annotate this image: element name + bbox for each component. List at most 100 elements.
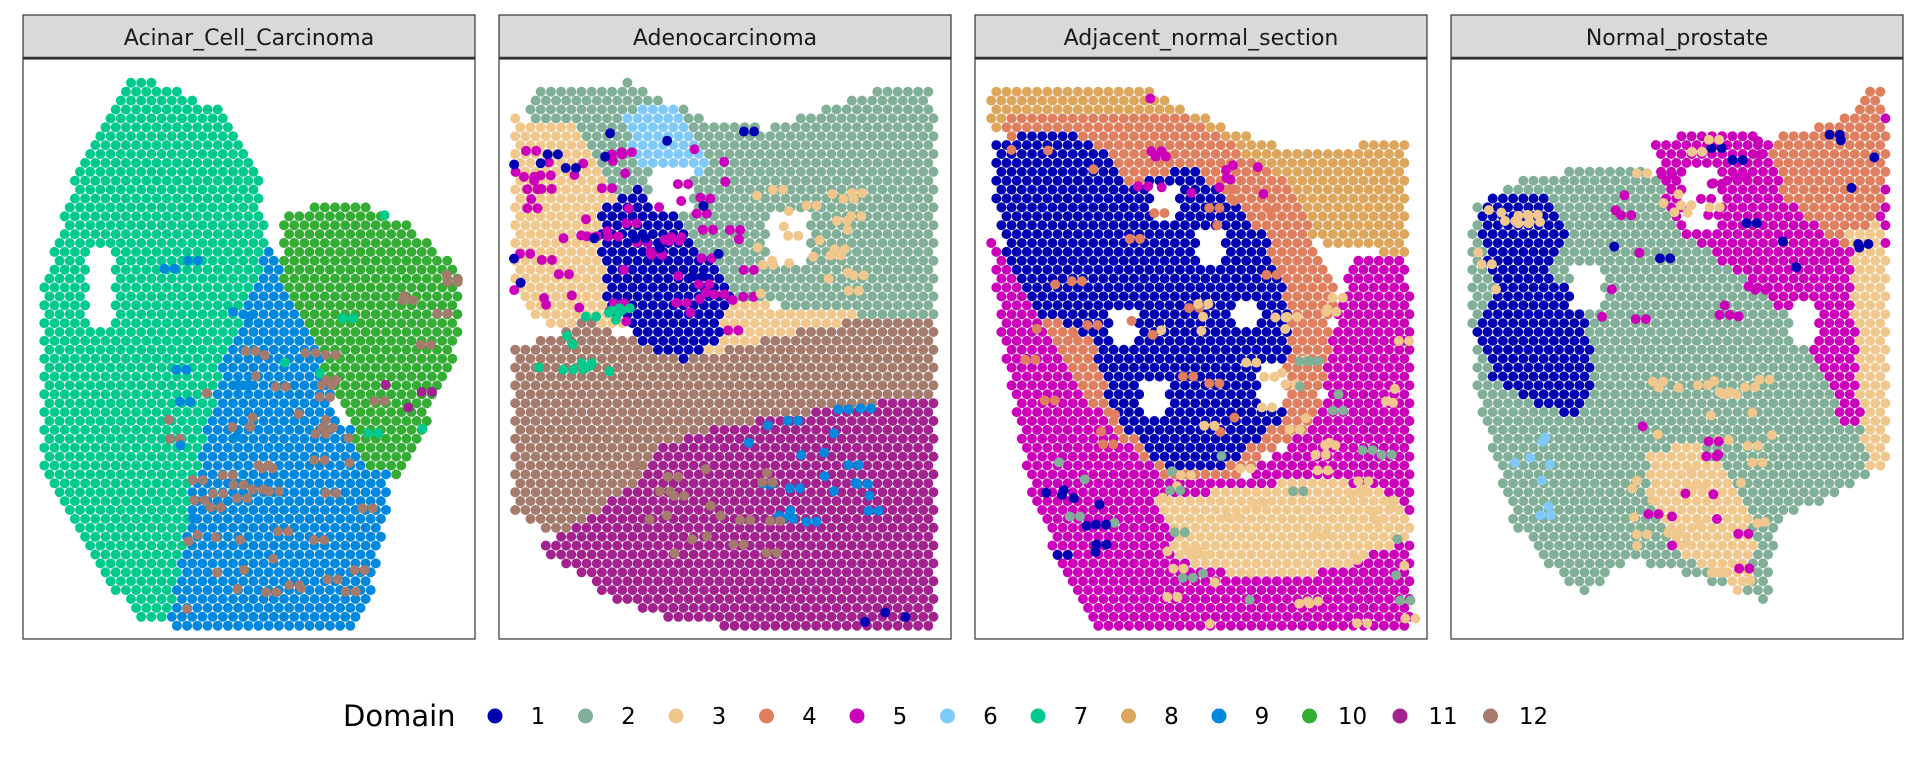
spot-domain-2 (897, 309, 908, 320)
spot-domain-7 (156, 255, 167, 266)
spot-domain-4 (1246, 175, 1257, 186)
spot-domain-9 (197, 505, 208, 515)
spot-domain-11 (913, 513, 924, 524)
spot-domain-7 (166, 505, 177, 515)
spot-domain-7 (207, 238, 218, 248)
spot-domain-3 (596, 300, 607, 311)
spot-domain-7 (75, 398, 85, 409)
spot-domain-7 (177, 273, 187, 284)
spot-domain-1 (1088, 220, 1099, 231)
spot-domain-7 (69, 442, 80, 453)
spot-domain-2 (602, 95, 612, 106)
spot-domain-2 (785, 184, 796, 195)
spot-domain-7 (233, 318, 244, 329)
spot-domain-7 (192, 193, 203, 204)
spot-domain-9 (304, 442, 315, 453)
spot-domain-8 (1378, 211, 1389, 222)
spot-domain-9 (294, 318, 305, 329)
spot-domain-7 (141, 157, 152, 168)
spot-domain-7 (192, 424, 203, 435)
spot-domain-7 (156, 291, 167, 302)
spot-domain-7 (161, 531, 172, 542)
spot-domain-4 (1098, 113, 1109, 124)
spot-domain-11 (765, 558, 776, 569)
spot-domain-3 (510, 238, 521, 248)
spot-domain-2 (831, 264, 842, 275)
spot-domain-11 (647, 549, 658, 560)
spot-domain-12 (510, 487, 521, 498)
spot-domain-11 (729, 531, 740, 542)
spot-domain-2 (877, 220, 888, 231)
spot-domain-11 (561, 540, 572, 551)
spot-domain-5 (626, 147, 637, 158)
spot-domain-7 (136, 327, 147, 337)
spot-domain-1 (1037, 166, 1048, 177)
spot-domain-4 (1210, 149, 1221, 159)
spot-domain-11 (892, 513, 903, 524)
spot-domain-11 (755, 433, 765, 444)
spot-domain-7 (100, 549, 111, 560)
spot-domain-9 (202, 585, 213, 596)
spot-domain-7 (166, 291, 177, 302)
spot-domain-12 (795, 344, 806, 355)
spot-domain-1 (1072, 193, 1083, 204)
spot-domain-11 (841, 424, 852, 435)
spot-domain-7 (110, 193, 121, 204)
spot-domain-7 (243, 264, 254, 275)
spot-domain-12 (561, 344, 572, 355)
spot-domain-2 (607, 104, 618, 115)
spot-domain-7 (49, 264, 60, 275)
spot-domain-7 (80, 353, 91, 364)
spot-domain-9 (212, 442, 223, 453)
spot-domain-11 (770, 460, 781, 471)
spot-domain-3 (551, 202, 561, 213)
spot-domain-7 (110, 104, 121, 115)
spot-domain-7 (166, 273, 177, 284)
spot-domain-9 (801, 516, 812, 527)
spot-domain-9 (863, 505, 874, 516)
spot-domain-1 (1042, 175, 1053, 186)
spot-domain-12 (596, 496, 607, 507)
spot-domain-2 (576, 104, 587, 115)
spot-domain-9 (263, 335, 274, 346)
spot-domain-9 (233, 549, 244, 560)
spot-domain-7 (166, 380, 177, 391)
spot-domain-2 (902, 193, 913, 204)
spot-domain-7 (228, 166, 238, 177)
spot-domain-7 (146, 594, 157, 604)
spot-domain-7 (105, 451, 116, 462)
spot-domain-11 (800, 567, 811, 578)
spot-domain-7 (64, 451, 75, 462)
spot-domain-1 (1098, 184, 1109, 195)
spot-domain-9 (289, 469, 300, 480)
spot-domain-4 (1047, 113, 1058, 124)
spot-domain-11 (668, 602, 679, 613)
spot-domain-11 (846, 433, 857, 444)
spot-domain-9 (345, 549, 356, 560)
spot-domain-11 (658, 585, 669, 596)
spot-domain-8 (1047, 95, 1058, 106)
spot-domain-12 (867, 362, 878, 373)
spot-domain-9 (340, 505, 351, 515)
spot-domain-2 (841, 157, 852, 168)
spot-domain-6 (663, 149, 674, 159)
spot-domain-7 (95, 184, 106, 195)
spot-domain-10 (411, 433, 422, 444)
spot-domain-7 (166, 344, 177, 355)
spot-domain-7 (567, 339, 578, 350)
spot-domain-7 (105, 505, 116, 515)
spot-domain-2 (908, 273, 918, 284)
spot-domain-12 (591, 469, 602, 480)
spot-domain-3 (576, 175, 587, 186)
spot-domain-12 (668, 424, 679, 435)
spot-domain-1 (709, 335, 720, 346)
spot-domain-2 (642, 184, 653, 195)
spot-domain-12 (765, 398, 776, 409)
spot-domain-3 (530, 131, 541, 142)
spot-domain-9 (248, 398, 259, 409)
spot-domain-12 (760, 389, 771, 400)
spot-domain-7 (131, 531, 142, 542)
spot-domain-7 (207, 131, 218, 142)
spot-domain-11 (642, 576, 653, 587)
spot-domain-7 (80, 460, 91, 471)
